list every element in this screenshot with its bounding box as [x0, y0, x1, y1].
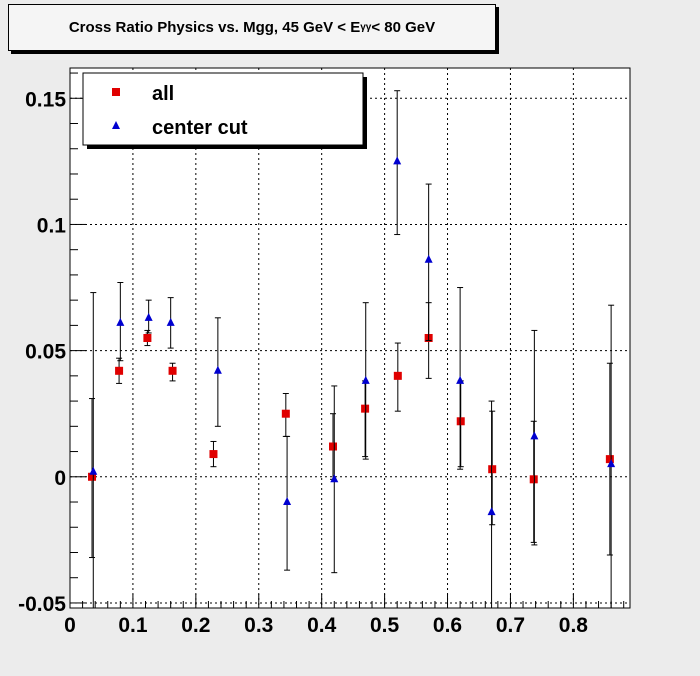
legend-label-all: all	[152, 83, 174, 105]
marker-center-cut	[116, 317, 125, 326]
marker-all	[488, 465, 497, 474]
x-tick-label: 0.6	[433, 614, 462, 637]
legend-label-center-cut: center cut	[152, 117, 248, 139]
marker-all	[393, 371, 402, 380]
x-tick-label: 0.2	[181, 614, 210, 637]
x-tick-label: 0.8	[559, 614, 589, 637]
x-tick-label: 0.7	[496, 614, 525, 637]
marker-all	[329, 442, 338, 451]
marker-center-cut	[530, 431, 539, 440]
x-tick-label: 0.1	[118, 614, 148, 637]
marker-center-cut	[424, 254, 433, 263]
legend-marker-all	[112, 88, 120, 96]
chart-title-subscript: γγ	[360, 22, 372, 33]
marker-all	[209, 450, 218, 459]
marker-center-cut	[361, 375, 370, 384]
x-tick-label: 0.4	[307, 614, 337, 637]
marker-center-cut	[330, 474, 339, 483]
plot-frame	[69, 67, 631, 609]
legend-box	[82, 72, 364, 146]
chart-title-suffix: < 80 GeV	[371, 19, 436, 36]
marker-all	[115, 366, 124, 375]
marker-center-cut	[144, 312, 153, 321]
marker-all	[88, 472, 97, 481]
marker-center-cut	[487, 507, 496, 516]
y-tick-label: -0.05	[18, 593, 66, 616]
marker-all	[168, 366, 177, 375]
plot-frame-bg	[70, 68, 630, 608]
marker-all	[605, 455, 614, 464]
marker-center-cut	[89, 466, 98, 475]
x-tick-label: 0.5	[370, 614, 400, 637]
y-tick-label: 0.15	[25, 88, 66, 111]
legend-marker-center-cut	[112, 121, 120, 129]
y-tick-label: 0.05	[25, 341, 66, 364]
marker-all	[281, 409, 290, 418]
y-tick-label: 0.1	[37, 214, 67, 237]
marker-all	[456, 417, 465, 426]
marker-all	[529, 475, 538, 484]
marker-center-cut	[166, 317, 175, 326]
marker-center-cut	[607, 459, 616, 468]
chart-title-prefix: Cross Ratio Physics vs. Mgg, 45 GeV < E	[68, 19, 361, 36]
x-tick-label: 0	[64, 614, 76, 637]
x-tick-label: 0.3	[244, 614, 273, 637]
y-tick-label: 0	[54, 467, 66, 490]
marker-center-cut	[456, 375, 465, 384]
marker-all	[361, 404, 370, 413]
marker-all	[143, 334, 152, 342]
marker-center-cut	[283, 497, 292, 506]
marker-center-cut	[393, 156, 402, 165]
marker-center-cut	[213, 365, 222, 374]
